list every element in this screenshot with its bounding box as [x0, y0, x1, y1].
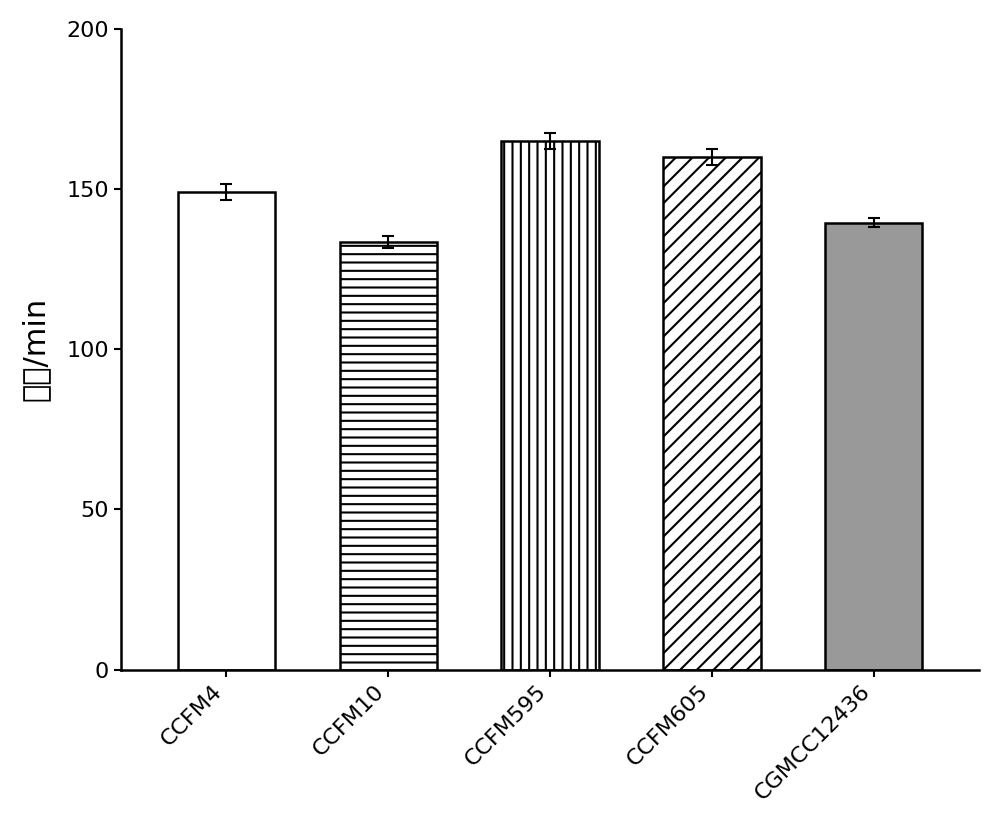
Bar [501, 141, 599, 670]
Bar [178, 192, 275, 670]
Bar [340, 242, 437, 670]
Y-axis label: 代时/min: 代时/min [21, 297, 50, 402]
Bar [663, 157, 761, 670]
Bar [825, 223, 922, 670]
